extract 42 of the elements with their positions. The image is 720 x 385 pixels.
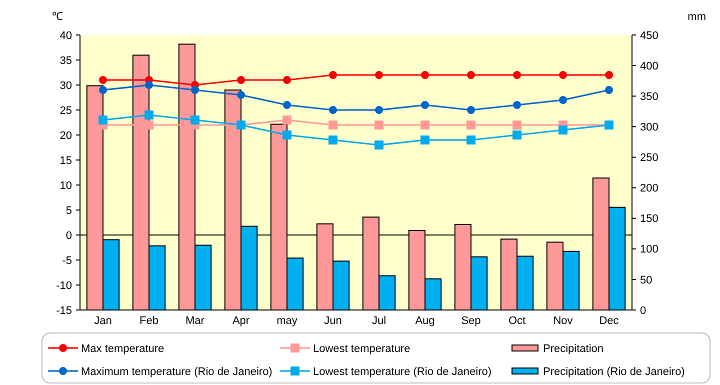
y2-tick-label: 50 <box>640 274 652 286</box>
y2-tick-label: 250 <box>640 152 658 164</box>
legend-label: Lowest temperature (Rio de Janeiro) <box>313 366 492 378</box>
y-tick-label: 10 <box>60 180 72 192</box>
x-tick-label: Feb <box>140 315 158 327</box>
y-tick-label: -10 <box>56 280 72 292</box>
y-tick-label: -15 <box>56 304 72 317</box>
x-tick-label: Aug <box>415 315 435 327</box>
x-tick-label: Dec <box>599 315 620 327</box>
x-tick-label: Jan <box>94 315 112 327</box>
x-tick-label: Oct <box>508 315 526 327</box>
x-tick-label: may <box>276 315 298 327</box>
x-tick-label: Jun <box>324 315 342 327</box>
y2-tick-label: 300 <box>640 122 658 134</box>
y2-tick-label: 150 <box>640 213 658 226</box>
y2-axis-title: mm <box>688 11 706 23</box>
legend-label: Precipitation <box>543 342 604 355</box>
y2-tick-label: 350 <box>640 90 658 103</box>
y2-tick-label: 450 <box>640 30 658 42</box>
y-tick-label: 15 <box>60 154 72 167</box>
y2-tick-label: 100 <box>640 244 658 256</box>
legend-label: Precipitation (Rio de Janeiro) <box>543 366 685 378</box>
y-tick-label: 20 <box>60 130 72 142</box>
x-tick-label: Nov <box>553 315 574 327</box>
x-tick-label: Sep <box>461 315 481 327</box>
y-tick-label: 25 <box>60 104 72 117</box>
legend-label: Max temperature <box>81 342 164 355</box>
y2-tick-label: 400 <box>640 60 658 72</box>
y-tick-label: 40 <box>60 30 72 42</box>
legend-label: Maximum temperature (Rio de Janeiro) <box>81 366 272 378</box>
x-tick-label: Mar <box>186 315 205 327</box>
x-tick-label: Jul <box>372 315 386 327</box>
y-tick-label: 30 <box>60 80 72 92</box>
y-tick-label: 5 <box>66 204 72 217</box>
y2-tick-label: 200 <box>640 182 658 195</box>
x-tick-label: Apr <box>232 315 250 327</box>
legend-label: Lowest temperature <box>313 342 410 355</box>
y-axis-title: ℃ <box>52 11 63 23</box>
y-tick-label: -5 <box>62 254 72 267</box>
y-tick-label: 0 <box>66 230 72 242</box>
y2-tick-label: 0 <box>640 304 646 317</box>
y-tick-label: 35 <box>60 54 72 67</box>
